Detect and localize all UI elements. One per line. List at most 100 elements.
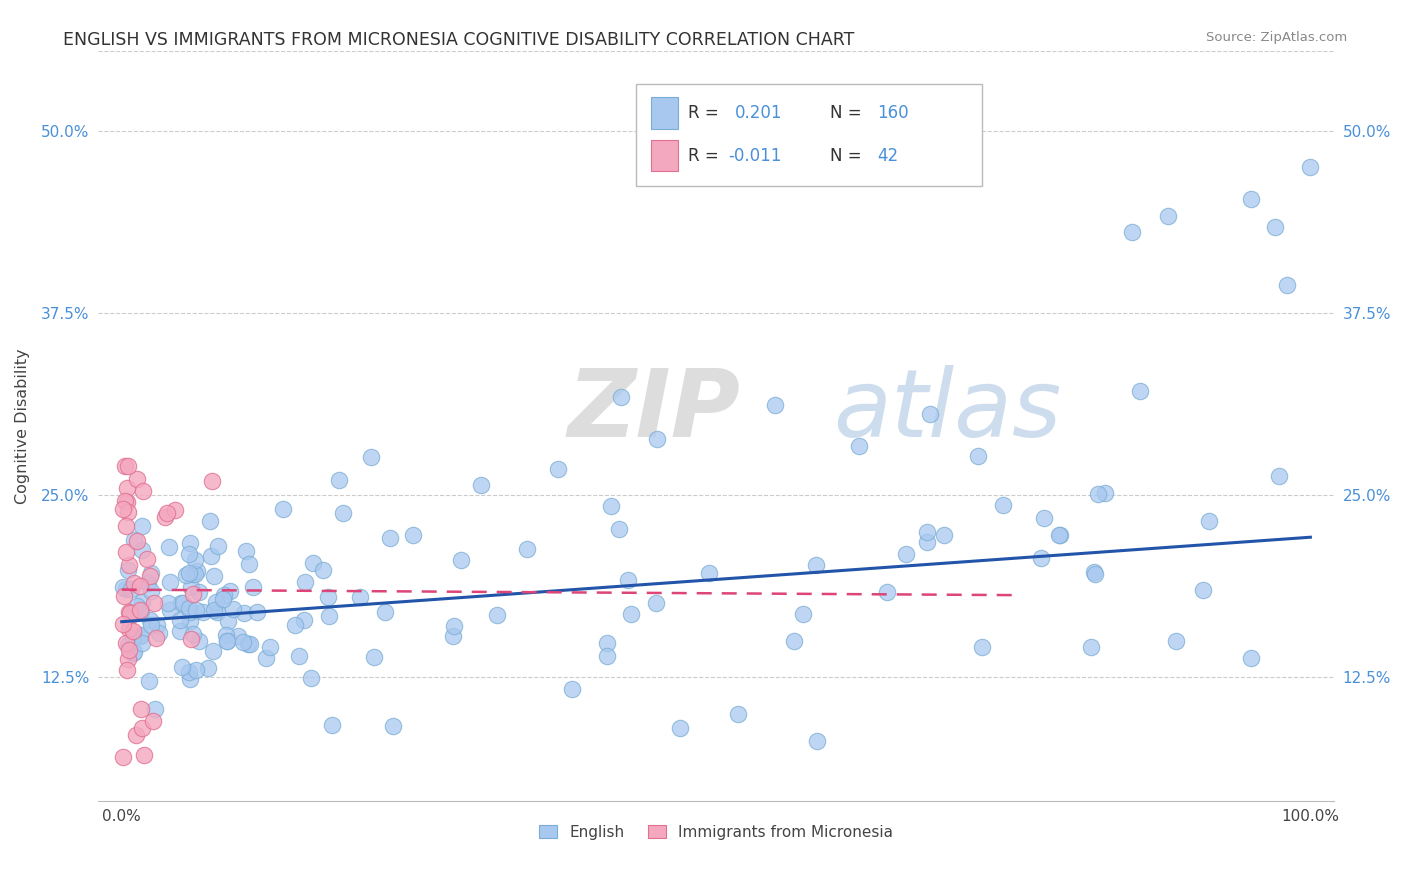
Point	[727, 707, 749, 722]
Point	[917, 535, 939, 549]
Point	[121, 630, 143, 644]
Point	[170, 659, 193, 673]
Point	[972, 640, 994, 654]
Point	[120, 582, 142, 597]
Point	[111, 502, 134, 516]
Point	[318, 609, 340, 624]
Point	[1198, 515, 1220, 529]
Point	[212, 588, 235, 602]
Point	[118, 605, 141, 619]
Point	[179, 614, 201, 628]
Point	[226, 629, 249, 643]
Point	[450, 552, 472, 566]
Point	[141, 566, 163, 580]
Point	[174, 568, 197, 582]
Point	[122, 575, 145, 590]
Point	[115, 495, 138, 509]
Point	[610, 390, 633, 404]
Point	[115, 481, 138, 495]
Point	[1267, 469, 1289, 483]
Point	[765, 398, 787, 412]
Text: atlas: atlas	[834, 366, 1062, 457]
Point	[402, 528, 425, 542]
Point	[132, 747, 155, 762]
Point	[191, 605, 214, 619]
Point	[645, 432, 668, 446]
Point	[202, 603, 225, 617]
Point	[792, 607, 814, 621]
Point	[136, 575, 159, 590]
Point	[201, 474, 224, 488]
Point	[197, 661, 219, 675]
Point	[131, 636, 153, 650]
Point	[1129, 384, 1152, 399]
Point	[292, 613, 315, 627]
Point	[165, 502, 187, 516]
Point	[1049, 528, 1071, 542]
Point	[125, 728, 148, 742]
Point	[132, 483, 155, 498]
Point	[179, 536, 201, 550]
Point	[1031, 551, 1053, 566]
Point	[617, 573, 640, 587]
Point	[443, 619, 465, 633]
Point	[596, 649, 619, 664]
Point	[607, 522, 630, 536]
Point	[136, 551, 159, 566]
Point	[129, 604, 152, 618]
Point	[294, 574, 316, 589]
Point	[516, 542, 538, 557]
Point	[177, 665, 200, 679]
Point	[169, 613, 191, 627]
Point	[169, 624, 191, 638]
Point	[127, 533, 149, 548]
FancyBboxPatch shape	[636, 85, 981, 186]
Point	[1240, 192, 1263, 206]
Point	[259, 640, 281, 654]
Point	[1047, 528, 1070, 542]
Point	[177, 600, 200, 615]
Point	[125, 599, 148, 613]
Point	[157, 540, 180, 554]
Point	[284, 617, 307, 632]
Point	[139, 568, 162, 582]
Point	[806, 734, 828, 748]
Point	[120, 606, 142, 620]
Text: ZIP: ZIP	[568, 365, 741, 457]
Point	[239, 637, 262, 651]
Text: 42: 42	[877, 146, 898, 165]
Point	[934, 528, 956, 542]
Point	[620, 607, 643, 621]
Point	[114, 458, 136, 473]
Text: N =: N =	[830, 104, 866, 122]
Point	[848, 439, 870, 453]
Point	[201, 644, 224, 658]
Text: R =: R =	[688, 146, 724, 165]
Point	[118, 622, 141, 636]
Point	[145, 632, 167, 646]
Point	[131, 595, 153, 609]
Point	[129, 628, 152, 642]
Point	[200, 549, 222, 563]
Bar	[651, 97, 678, 128]
Point	[146, 617, 169, 632]
Point	[991, 498, 1014, 512]
Y-axis label: Cognitive Disability: Cognitive Disability	[15, 348, 30, 504]
Point	[181, 627, 204, 641]
Point	[114, 544, 136, 558]
Point	[179, 606, 201, 620]
Point	[184, 566, 207, 581]
Point	[111, 580, 134, 594]
Point	[184, 664, 207, 678]
Point	[179, 547, 201, 561]
Point	[804, 558, 827, 572]
Point	[1080, 640, 1102, 654]
Point	[1157, 209, 1180, 223]
Point	[316, 590, 339, 604]
Point	[246, 605, 269, 619]
Point	[1087, 487, 1109, 501]
Point	[117, 638, 139, 652]
Point	[159, 603, 181, 617]
Point	[254, 650, 277, 665]
Point	[215, 628, 238, 642]
